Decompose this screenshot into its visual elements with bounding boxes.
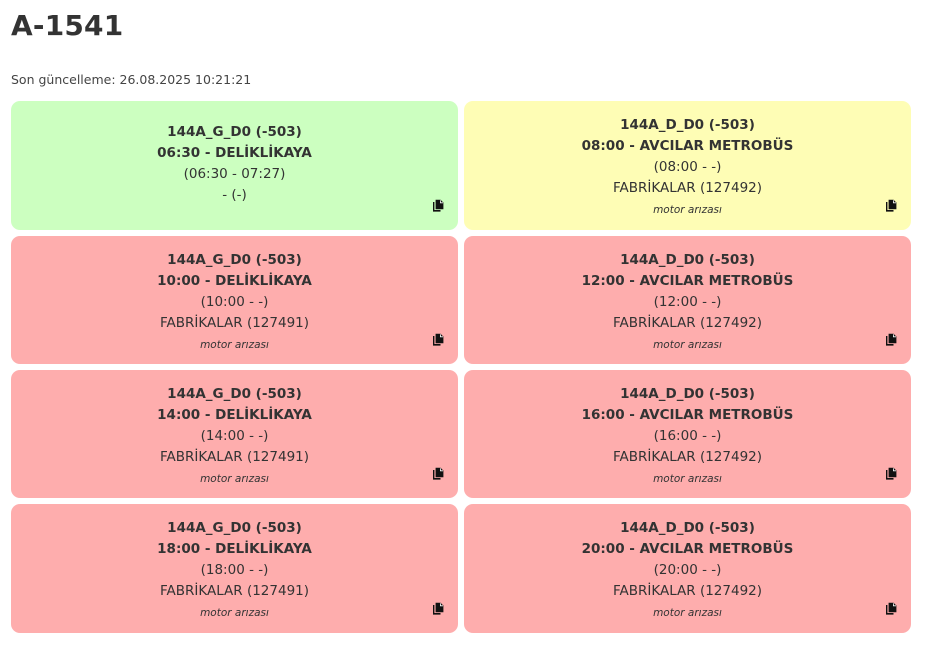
trip-line-code: 144A_G_D0 (-503) [167, 386, 302, 402]
trip-time-range: (08:00 - -) [653, 159, 722, 175]
trip-note: motor arızası [200, 607, 269, 619]
copy-icon [886, 333, 897, 346]
trip-line-code: 144A_D_D0 (-503) [620, 252, 755, 268]
copy-button[interactable] [884, 199, 898, 213]
trip-line-code: 144A_D_D0 (-503) [620, 520, 755, 536]
trip-garage: FABRİKALAR (127492) [612, 180, 763, 196]
trip-departure: 16:00 - AVCILAR METROBÜS [581, 407, 794, 423]
trip-garage: FABRİKALAR (127492) [612, 315, 763, 331]
trip-card: 144A_D_D0 (-503) 08:00 - AVCILAR METROBÜ… [464, 101, 911, 230]
copy-icon [433, 602, 444, 615]
trip-time-range: (20:00 - -) [653, 562, 722, 578]
trip-departure: 08:00 - AVCILAR METROBÜS [581, 138, 794, 154]
copy-button[interactable] [884, 602, 898, 616]
trip-line-code: 144A_G_D0 (-503) [167, 124, 302, 140]
page-title: A-1541 [11, 9, 124, 42]
copy-icon [433, 467, 444, 480]
copy-button[interactable] [884, 333, 898, 347]
trip-card: 144A_D_D0 (-503) 20:00 - AVCILAR METROBÜ… [464, 504, 911, 633]
copy-icon [886, 199, 897, 212]
trip-note: motor arızası [653, 339, 722, 351]
trip-time-range: (06:30 - 07:27) [183, 166, 286, 182]
trip-departure: 14:00 - DELİKLİKAYA [157, 407, 312, 423]
trip-garage: - (-) [222, 187, 247, 203]
trip-note: motor arızası [653, 607, 722, 619]
copy-button[interactable] [431, 602, 445, 616]
copy-icon [886, 602, 897, 615]
trip-line-code: 144A_G_D0 (-503) [167, 520, 302, 536]
trip-garage: FABRİKALAR (127492) [612, 583, 763, 599]
trip-time-range: (16:00 - -) [653, 428, 722, 444]
trip-card: 144A_G_D0 (-503) 06:30 - DELİKLİKAYA (06… [11, 101, 458, 230]
trip-garage: FABRİKALAR (127491) [159, 583, 310, 599]
trip-departure: 06:30 - DELİKLİKAYA [157, 145, 312, 161]
copy-icon [433, 199, 444, 212]
trip-departure: 12:00 - AVCILAR METROBÜS [581, 273, 794, 289]
trip-card: 144A_D_D0 (-503) 12:00 - AVCILAR METROBÜ… [464, 236, 911, 364]
copy-button[interactable] [431, 467, 445, 481]
trip-note: motor arızası [653, 473, 722, 485]
last-updated-text: Son güncelleme: 26.08.2025 10:21:21 [11, 72, 252, 87]
copy-button[interactable] [431, 333, 445, 347]
trip-line-code: 144A_D_D0 (-503) [620, 386, 755, 402]
trip-departure: 10:00 - DELİKLİKAYA [157, 273, 312, 289]
trip-line-code: 144A_G_D0 (-503) [167, 252, 302, 268]
trip-line-code: 144A_D_D0 (-503) [620, 117, 755, 133]
trip-card-grid: 144A_G_D0 (-503) 06:30 - DELİKLİKAYA (06… [11, 101, 911, 633]
trip-note: motor arızası [200, 339, 269, 351]
trip-card: 144A_G_D0 (-503) 14:00 - DELİKLİKAYA (14… [11, 370, 458, 498]
copy-icon [433, 333, 444, 346]
trip-note: motor arızası [653, 204, 722, 216]
copy-button[interactable] [431, 199, 445, 213]
trip-garage: FABRİKALAR (127492) [612, 449, 763, 465]
trip-time-range: (18:00 - -) [200, 562, 269, 578]
trip-card: 144A_G_D0 (-503) 10:00 - DELİKLİKAYA (10… [11, 236, 458, 364]
copy-button[interactable] [884, 467, 898, 481]
trip-departure: 18:00 - DELİKLİKAYA [157, 541, 312, 557]
trip-time-range: (14:00 - -) [200, 428, 269, 444]
trip-garage: FABRİKALAR (127491) [159, 315, 310, 331]
trip-card: 144A_G_D0 (-503) 18:00 - DELİKLİKAYA (18… [11, 504, 458, 633]
trip-time-range: (10:00 - -) [200, 294, 269, 310]
trip-time-range: (12:00 - -) [653, 294, 722, 310]
trip-note: motor arızası [200, 473, 269, 485]
trip-departure: 20:00 - AVCILAR METROBÜS [581, 541, 794, 557]
copy-icon [886, 467, 897, 480]
trip-garage: FABRİKALAR (127491) [159, 449, 310, 465]
trip-card: 144A_D_D0 (-503) 16:00 - AVCILAR METROBÜ… [464, 370, 911, 498]
